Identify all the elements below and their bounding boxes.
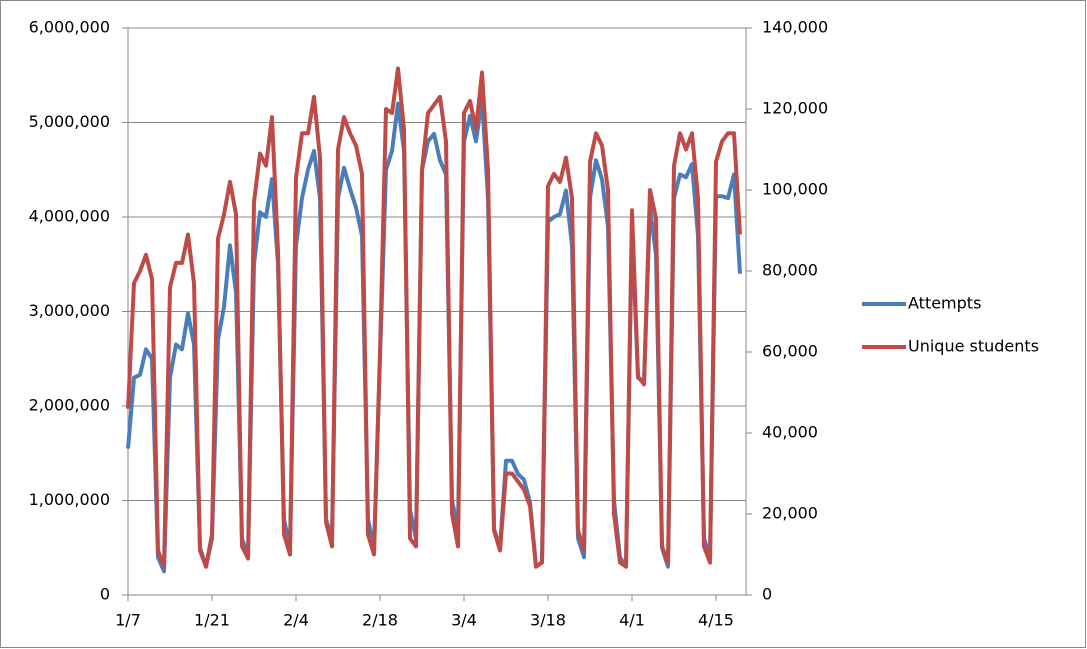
x-tick-label: 2/18 — [362, 611, 398, 630]
x-tick-label: 2/4 — [283, 611, 309, 630]
series-line — [126, 66, 742, 569]
y2-tick-label: 100,000 — [762, 180, 828, 199]
y2-tick-label: 120,000 — [762, 99, 828, 118]
y2-tick-label: 140,000 — [762, 18, 828, 37]
y-tick-label: 6,000,000 — [29, 18, 110, 37]
y-tick-label: 2,000,000 — [29, 396, 110, 415]
x-tick-label: 4/15 — [698, 611, 734, 630]
legend-label: Unique students — [908, 337, 1039, 356]
y2-tick-label: 20,000 — [762, 504, 818, 523]
x-tick-label: 4/1 — [619, 611, 645, 630]
y2-tick-label: 40,000 — [762, 423, 818, 442]
x-tick-label: 1/21 — [194, 611, 230, 630]
y-tick-label: 5,000,000 — [29, 112, 110, 131]
y2-tick-label: 60,000 — [762, 342, 818, 361]
y2-tick-label: 0 — [762, 585, 772, 604]
y-tick-label: 4,000,000 — [29, 207, 110, 226]
legend-label: Attempts — [908, 294, 981, 313]
y-tick-label: 3,000,000 — [29, 301, 110, 320]
y-tick-label: 0 — [100, 585, 110, 604]
x-tick-label: 3/4 — [451, 611, 477, 630]
x-tick-label: 3/18 — [530, 611, 566, 630]
x-tick-label: 1/7 — [115, 611, 141, 630]
y2-tick-label: 80,000 — [762, 261, 818, 280]
y-tick-label: 1,000,000 — [29, 490, 110, 509]
